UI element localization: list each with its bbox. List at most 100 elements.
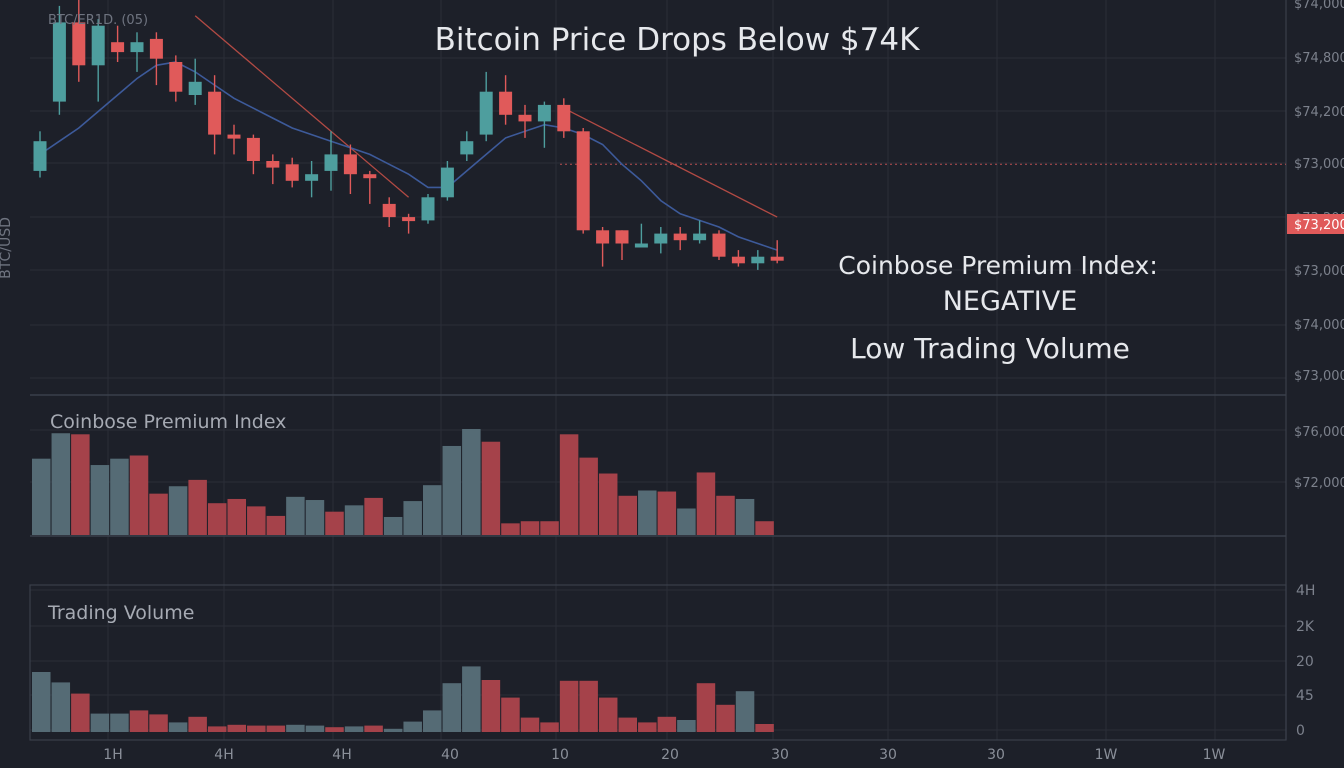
volume-bar xyxy=(344,726,364,732)
volume-bar xyxy=(755,724,774,732)
candle xyxy=(130,32,144,72)
volume-bar xyxy=(618,717,637,732)
premium-annotation-line1: Coinbose Premium Index: xyxy=(838,251,1158,280)
premium-bar xyxy=(383,516,403,535)
candle-body xyxy=(169,62,183,92)
candle xyxy=(324,131,338,191)
candle-body xyxy=(111,42,125,53)
candle xyxy=(751,250,765,270)
candle-body xyxy=(751,256,765,264)
candle-body xyxy=(537,104,551,122)
volume-axis-label: 0 xyxy=(1296,723,1305,739)
premium-bar xyxy=(559,434,579,535)
volume-bar xyxy=(677,720,696,732)
current-price-tag xyxy=(1287,214,1344,234)
candle xyxy=(440,161,454,201)
volume-bar xyxy=(207,726,227,732)
candle-body xyxy=(130,42,144,53)
candle xyxy=(615,230,629,260)
premium-bar xyxy=(207,503,227,535)
x-tick-label: 4H xyxy=(332,747,351,763)
candle-body xyxy=(770,256,784,261)
candle xyxy=(72,0,86,82)
candle xyxy=(557,98,571,138)
candle xyxy=(460,131,474,161)
premium-bar xyxy=(129,455,149,535)
premium-bar xyxy=(90,465,110,535)
candle-body xyxy=(227,134,241,139)
premium-bar xyxy=(423,485,442,535)
candle xyxy=(596,227,610,267)
volume-bar xyxy=(696,683,716,732)
x-tick-label: 4H xyxy=(214,747,233,763)
volume-annotation: Low Trading Volume xyxy=(850,332,1130,365)
candle-body xyxy=(266,161,280,168)
volume-bar xyxy=(325,727,344,732)
volume-bar xyxy=(540,722,559,732)
candle xyxy=(731,250,745,267)
candle xyxy=(149,32,163,86)
premium-panel xyxy=(32,429,774,535)
volume-bar xyxy=(149,714,168,732)
candle xyxy=(285,157,299,188)
volume-axis-label: 2K xyxy=(1296,619,1315,635)
price-axis-label: $73,000 xyxy=(1294,157,1344,172)
volume-axis-label: 45 xyxy=(1296,688,1314,704)
premium-bar xyxy=(677,508,696,535)
x-tick-label: 40 xyxy=(441,747,459,763)
volume-bar xyxy=(598,697,618,732)
price-axis-label: $73,000 xyxy=(1294,369,1344,384)
volume-bar xyxy=(90,713,110,732)
price-axis-label: $73,000 xyxy=(1294,264,1344,279)
premium-bar xyxy=(168,486,188,535)
candle-body xyxy=(712,233,726,257)
volume-bar xyxy=(305,725,325,732)
candle xyxy=(712,230,726,260)
candle xyxy=(305,161,319,198)
volume-bar xyxy=(266,725,286,732)
volume-bar xyxy=(442,683,462,732)
volume-bar xyxy=(383,728,403,732)
premium-axis-label: $72,000 xyxy=(1294,476,1344,491)
volume-bar xyxy=(423,710,442,732)
premium-bar xyxy=(657,491,677,535)
volume-bar xyxy=(51,682,71,732)
candle xyxy=(634,223,648,248)
candle-body xyxy=(382,203,396,218)
premium-bar xyxy=(188,479,207,535)
premium-bar xyxy=(51,433,71,535)
price-panel xyxy=(33,0,1286,270)
candle-body xyxy=(343,154,357,175)
candle xyxy=(499,75,513,125)
candle xyxy=(654,227,668,254)
candle-body xyxy=(557,104,571,132)
premium-bar xyxy=(32,458,51,535)
candle-body xyxy=(440,167,454,198)
volume-bar xyxy=(462,666,481,732)
premium-bar xyxy=(462,429,481,535)
candle-body xyxy=(149,38,163,59)
volume-bar xyxy=(520,717,540,732)
volume-bar xyxy=(32,672,51,732)
x-tick-label: 30 xyxy=(879,747,897,763)
candle-body xyxy=(673,233,687,241)
volume-bar xyxy=(286,724,305,732)
candle-body xyxy=(305,174,319,181)
candle xyxy=(673,227,687,251)
candle xyxy=(111,25,125,62)
candle-body xyxy=(615,230,629,244)
candle-body xyxy=(33,141,47,171)
volume-bar xyxy=(227,724,246,732)
premium-bar xyxy=(755,521,774,535)
candle-body xyxy=(693,233,707,241)
y-axis-title: BTC/USD xyxy=(0,217,14,279)
candle xyxy=(693,220,707,244)
volume-axis-label: 4H xyxy=(1296,583,1315,599)
candle-body xyxy=(421,197,435,221)
candle xyxy=(363,170,377,204)
trendline xyxy=(194,15,410,198)
candle-body xyxy=(52,22,66,102)
candle-body xyxy=(285,164,299,181)
volume-bar xyxy=(188,716,207,732)
